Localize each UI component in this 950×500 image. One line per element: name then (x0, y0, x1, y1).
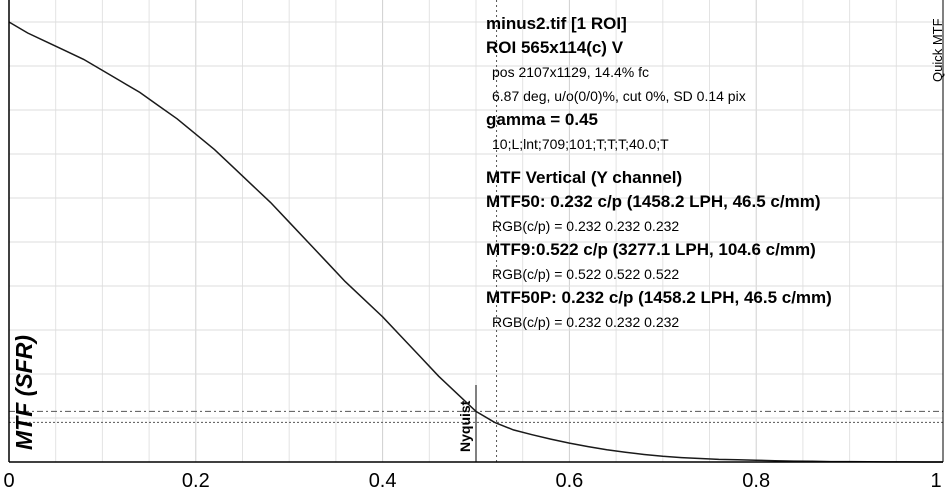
nyquist-label: Nyquist (457, 400, 473, 452)
info-panel: minus2.tif [1 ROI] ROI 565x114(c) V pos … (486, 12, 906, 334)
x-tick-label: 0.2 (182, 470, 210, 492)
mtf9-result: MTF9:0.522 c/p (3277.1 LPH, 104.6 c/mm) (486, 240, 816, 259)
mtf-title: MTF Vertical (Y channel) (486, 168, 683, 187)
angle-info: 6.87 deg, u/o(0/0)%, cut 0%, SD 0.14 pix (492, 88, 746, 104)
x-tick-label: 0.6 (555, 470, 583, 492)
mtf50p-rgb: RGB(c/p) = 0.232 0.232 0.232 (492, 314, 680, 330)
mtf9-rgb: RGB(c/p) = 0.522 0.522 0.522 (492, 266, 680, 282)
x-tick-label: 1 (930, 470, 941, 492)
x-tick-label: 0.8 (742, 470, 770, 492)
x-tick-label: 0 (3, 470, 14, 492)
file-name: minus2.tif [1 ROI] (486, 14, 627, 33)
mtf50p-result: MTF50P: 0.232 c/p (1458.2 LPH, 46.5 c/mm… (486, 288, 832, 307)
params-info: 10;L;lnt;709;101;T;T;T;40.0;T (492, 136, 669, 152)
side-label: Quick MTF (930, 18, 945, 82)
gamma-info: gamma = 0.45 (486, 110, 598, 129)
mtf50-result: MTF50: 0.232 c/p (1458.2 LPH, 46.5 c/mm) (486, 192, 821, 211)
y-axis-label: MTF (SFR) (11, 335, 37, 450)
position-info: pos 2107x1129, 14.4% fc (492, 64, 649, 80)
mtf50-rgb: RGB(c/p) = 0.232 0.232 0.232 (492, 218, 680, 234)
x-tick-label: 0.4 (369, 470, 397, 492)
roi-info: ROI 565x114(c) V (486, 38, 624, 57)
mtf-curve (8, 21, 943, 463)
